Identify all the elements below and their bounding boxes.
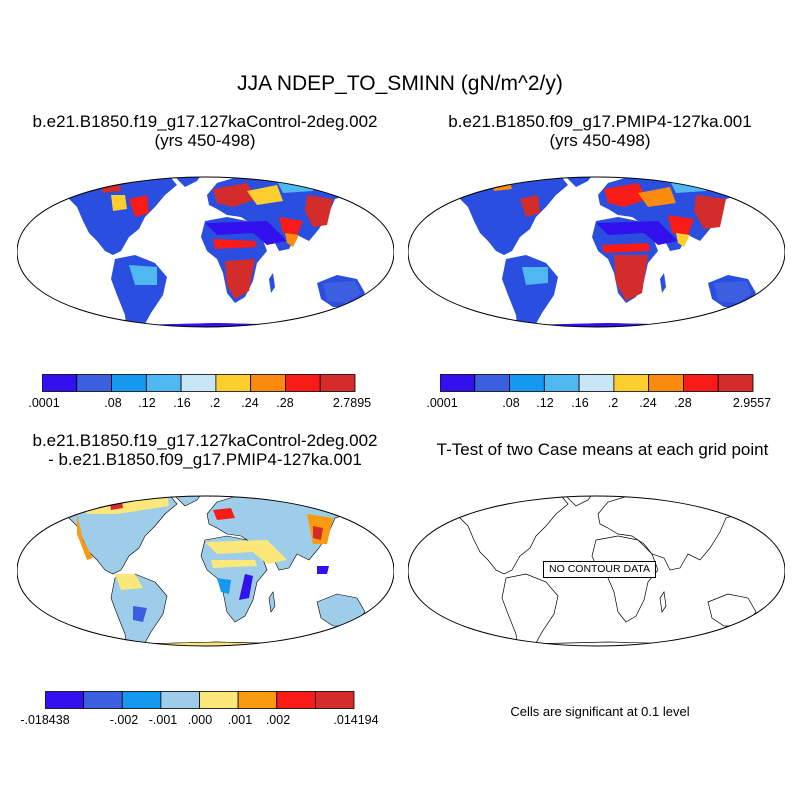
main-title: JJA NDEP_TO_SMINN (gN/m^2/y) bbox=[237, 72, 563, 95]
colorbar-swatch bbox=[237, 691, 278, 709]
map-control bbox=[17, 176, 394, 328]
colorbar-swatch bbox=[285, 374, 321, 392]
colorbar-label: .0001 bbox=[426, 396, 458, 410]
colorbar-label: .014194 bbox=[333, 713, 379, 727]
panel-title-line2: (yrs 450-498) bbox=[154, 131, 256, 150]
colorbar-swatch bbox=[76, 374, 112, 392]
colorbar-labels-bottom-left: -.018438 -.002 -.001 .000 .001 .002 .014… bbox=[0, 713, 410, 729]
colorbar-swatch bbox=[45, 691, 85, 709]
map-difference bbox=[17, 495, 394, 647]
panel-title-bottom-left: b.e21.B1850.f19_g17.127kaControl-2deg.00… bbox=[0, 431, 410, 469]
panel-title-line2: (yrs 450-498) bbox=[549, 131, 651, 150]
significance-footnote: Cells are significant at 0.1 level bbox=[510, 704, 690, 719]
colorbar-label: .000 bbox=[187, 713, 213, 727]
colorbar-label: .28 bbox=[674, 396, 692, 410]
colorbar-swatch bbox=[578, 374, 615, 392]
colorbar-swatch bbox=[199, 691, 239, 709]
colorbar-swatch bbox=[319, 374, 356, 392]
colorbar-bottom-left bbox=[45, 691, 355, 709]
colorbar-label: .24 bbox=[639, 396, 657, 410]
colorbar-label: -.001 bbox=[148, 713, 178, 727]
colorbar-swatch bbox=[276, 691, 316, 709]
colorbar-label: .16 bbox=[173, 396, 191, 410]
panel-title-line1: b.e21.B1850.f19_g17.127kaControl-2deg.00… bbox=[32, 112, 378, 131]
colorbar-swatch bbox=[314, 691, 355, 709]
colorbar-label: .2 bbox=[209, 396, 221, 410]
panel-title-top-left: b.e21.B1850.f19_g17.127kaControl-2deg.00… bbox=[0, 112, 410, 150]
panel-title-bottom-right: T-Test of two Case means at each grid po… bbox=[436, 440, 769, 459]
colorbar-label: .12 bbox=[536, 396, 554, 410]
colorbar-swatch bbox=[111, 374, 147, 392]
colorbar-swatch bbox=[474, 374, 510, 392]
colorbar-swatch bbox=[42, 374, 78, 392]
colorbar-label: .002 bbox=[265, 713, 291, 727]
colorbar-swatch bbox=[215, 374, 252, 392]
colorbar-swatch bbox=[543, 374, 580, 392]
panel-title-line2: - b.e21.B1850.f09_g17.PMIP4-127ka.001 bbox=[48, 450, 362, 469]
colorbar-swatch bbox=[648, 374, 684, 392]
colorbar-label: .28 bbox=[276, 396, 294, 410]
colorbar-swatch bbox=[683, 374, 719, 392]
colorbar-label: -.002 bbox=[109, 713, 139, 727]
colorbar-label: 2.7895 bbox=[332, 396, 372, 410]
colorbar-label: .08 bbox=[502, 396, 520, 410]
colorbar-swatch bbox=[509, 374, 545, 392]
colorbar-label: .2 bbox=[607, 396, 619, 410]
colorbar-top-left bbox=[42, 374, 356, 392]
panel-title-line1: b.e21.B1850.f19_g17.127kaControl-2deg.00… bbox=[32, 431, 378, 450]
no-contour-data-label: NO CONTOUR DATA bbox=[543, 561, 656, 578]
colorbar-label: .001 bbox=[227, 713, 253, 727]
colorbar-label: -.018438 bbox=[20, 713, 70, 727]
colorbar-swatch bbox=[160, 691, 200, 709]
colorbar-labels-top-left: .0001 .08 .12 .16 .2 .24 .28 2.7895 bbox=[0, 396, 410, 412]
colorbar-label: 2.9557 bbox=[732, 396, 772, 410]
colorbar-swatch bbox=[180, 374, 217, 392]
colorbar-label: .0001 bbox=[28, 396, 60, 410]
colorbar-label: .12 bbox=[138, 396, 156, 410]
map-pmip4 bbox=[408, 176, 785, 328]
colorbar-swatch bbox=[717, 374, 754, 392]
colorbar-swatch bbox=[250, 374, 286, 392]
colorbar-label: .24 bbox=[241, 396, 259, 410]
panel-title-line1: b.e21.B1850.f09_g17.PMIP4-127ka.001 bbox=[448, 112, 752, 131]
panel-title-top-right: b.e21.B1850.f09_g17.PMIP4-127ka.001 (yrs… bbox=[400, 112, 800, 150]
colorbar-top-right bbox=[440, 374, 754, 392]
colorbar-labels-top-right: .0001 .08 .12 .16 .2 .24 .28 2.9557 bbox=[0, 396, 800, 412]
colorbar-swatch bbox=[440, 374, 476, 392]
colorbar-swatch bbox=[121, 691, 162, 709]
colorbar-label: .08 bbox=[104, 396, 122, 410]
colorbar-swatch bbox=[145, 374, 182, 392]
colorbar-label: .16 bbox=[571, 396, 589, 410]
colorbar-swatch bbox=[613, 374, 650, 392]
colorbar-swatch bbox=[83, 691, 123, 709]
